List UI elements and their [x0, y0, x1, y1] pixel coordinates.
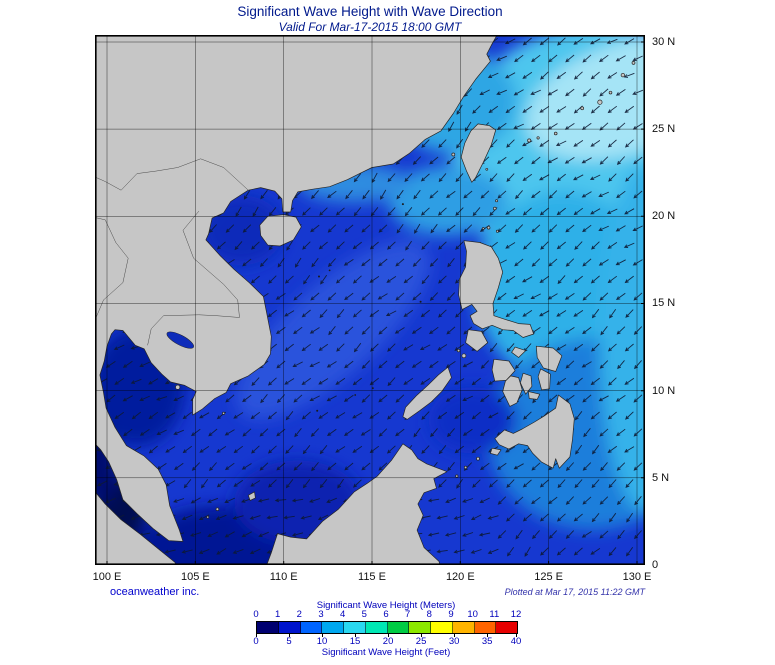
oceanweather-credit: oceanweather inc.: [110, 586, 200, 598]
reef-island-dot: [401, 203, 404, 206]
meters-tick-label: 3: [318, 609, 324, 620]
page-title: Significant Wave Height with Wave Direct…: [237, 4, 503, 19]
lat-tick-label: 0: [652, 559, 659, 571]
feet-tick-mark: [355, 634, 357, 637]
feet-tick-label: 0: [253, 636, 259, 647]
feet-tick-mark: [256, 634, 257, 637]
feet-tick-label: 35: [481, 636, 493, 647]
colorbar-segment: [257, 622, 279, 633]
meters-tick-label: 7: [405, 609, 411, 620]
plotted-timestamp: Plotted at Mar 17, 2015 11:22 GMT: [504, 587, 645, 597]
wave-height-map: [95, 35, 645, 565]
meters-tick-label: 0: [253, 609, 259, 620]
lon-tick-label: 120 E: [445, 571, 475, 583]
lon-tick-label: 125 E: [534, 571, 564, 583]
reef-island-dot: [328, 269, 331, 272]
reef-island-dot: [354, 394, 357, 396]
feet-tick-label: 40: [510, 636, 522, 647]
colorbar-segment: [300, 622, 323, 633]
colorbar-segment: [409, 622, 431, 633]
colorbar-segment: [344, 622, 366, 633]
feet-tick-label: 30: [448, 636, 460, 647]
reef-island-dot: [316, 409, 319, 412]
feet-tick-label: 5: [286, 636, 292, 647]
colorbar: [256, 621, 518, 634]
lon-tick-label: 110 E: [269, 571, 298, 583]
feet-tick-mark: [421, 634, 423, 637]
lat-tick-label: 30 N: [652, 35, 676, 48]
feet-tick-mark: [388, 634, 390, 637]
lat-tick-label: 20 N: [652, 210, 676, 223]
reef-island-dot: [419, 300, 422, 303]
lat-tick-label: 25 N: [652, 123, 676, 136]
lon-tick-label: 115 E: [358, 571, 386, 583]
lat-tick-label: 10 N: [652, 384, 676, 397]
meters-tick-label: 8: [426, 609, 432, 620]
colorbar-segment: [474, 622, 497, 633]
colorbar-meters-label: Significant Wave Height (Meters): [316, 600, 456, 611]
feet-tick-mark: [516, 634, 517, 637]
graticule: [95, 35, 645, 565]
colorbar-segment: [365, 622, 388, 633]
feet-tick-label: 10: [316, 636, 328, 647]
meters-tick-label: 2: [296, 609, 302, 620]
feet-tick-label: 20: [382, 636, 394, 647]
colorbar-segment: [278, 622, 301, 633]
colorbar-segment: [452, 622, 475, 633]
meters-tick-label: 5: [361, 609, 367, 620]
feet-tick-mark: [487, 634, 489, 637]
tonle-sap-lake: [166, 331, 194, 349]
feet-tick-mark: [289, 634, 291, 637]
lat-tick-label: 15 N: [652, 297, 676, 310]
feet-tick-label: 25: [415, 636, 427, 647]
country-borders: [95, 158, 249, 346]
lat-tick-label: 5 N: [652, 471, 670, 484]
meters-tick-label: 9: [448, 609, 454, 620]
axis-tick-marks: [106, 41, 645, 565]
meters-tick-label: 12: [510, 609, 522, 620]
feet-tick-mark: [454, 634, 456, 637]
reef-island-dot: [318, 275, 320, 278]
colorbar-segment: [431, 622, 453, 633]
colorbar-segment: [387, 622, 410, 633]
meters-tick-label: 4: [340, 609, 346, 620]
meters-tick-label: 10: [467, 609, 478, 620]
valid-time-subtitle: Valid For Mar-17-2015 18:00 GMT: [278, 20, 462, 34]
lon-tick-label: 105 E: [180, 571, 210, 583]
map-border: [95, 35, 645, 565]
lon-tick-label: 130 E: [622, 571, 652, 583]
feet-tick-mark: [322, 634, 324, 637]
colorbar-segment: [496, 622, 517, 633]
lon-tick-label: 100 E: [92, 571, 122, 583]
reef-island-dot: [372, 387, 374, 389]
meters-tick-label: 6: [383, 609, 389, 620]
meters-tick-label: 11: [489, 609, 500, 620]
meters-tick-label: 1: [275, 609, 281, 620]
colorbar-feet-label: Significant Wave Height (Feet): [321, 647, 451, 658]
feet-tick-label: 15: [349, 636, 361, 647]
colorbar-segment: [322, 622, 344, 633]
